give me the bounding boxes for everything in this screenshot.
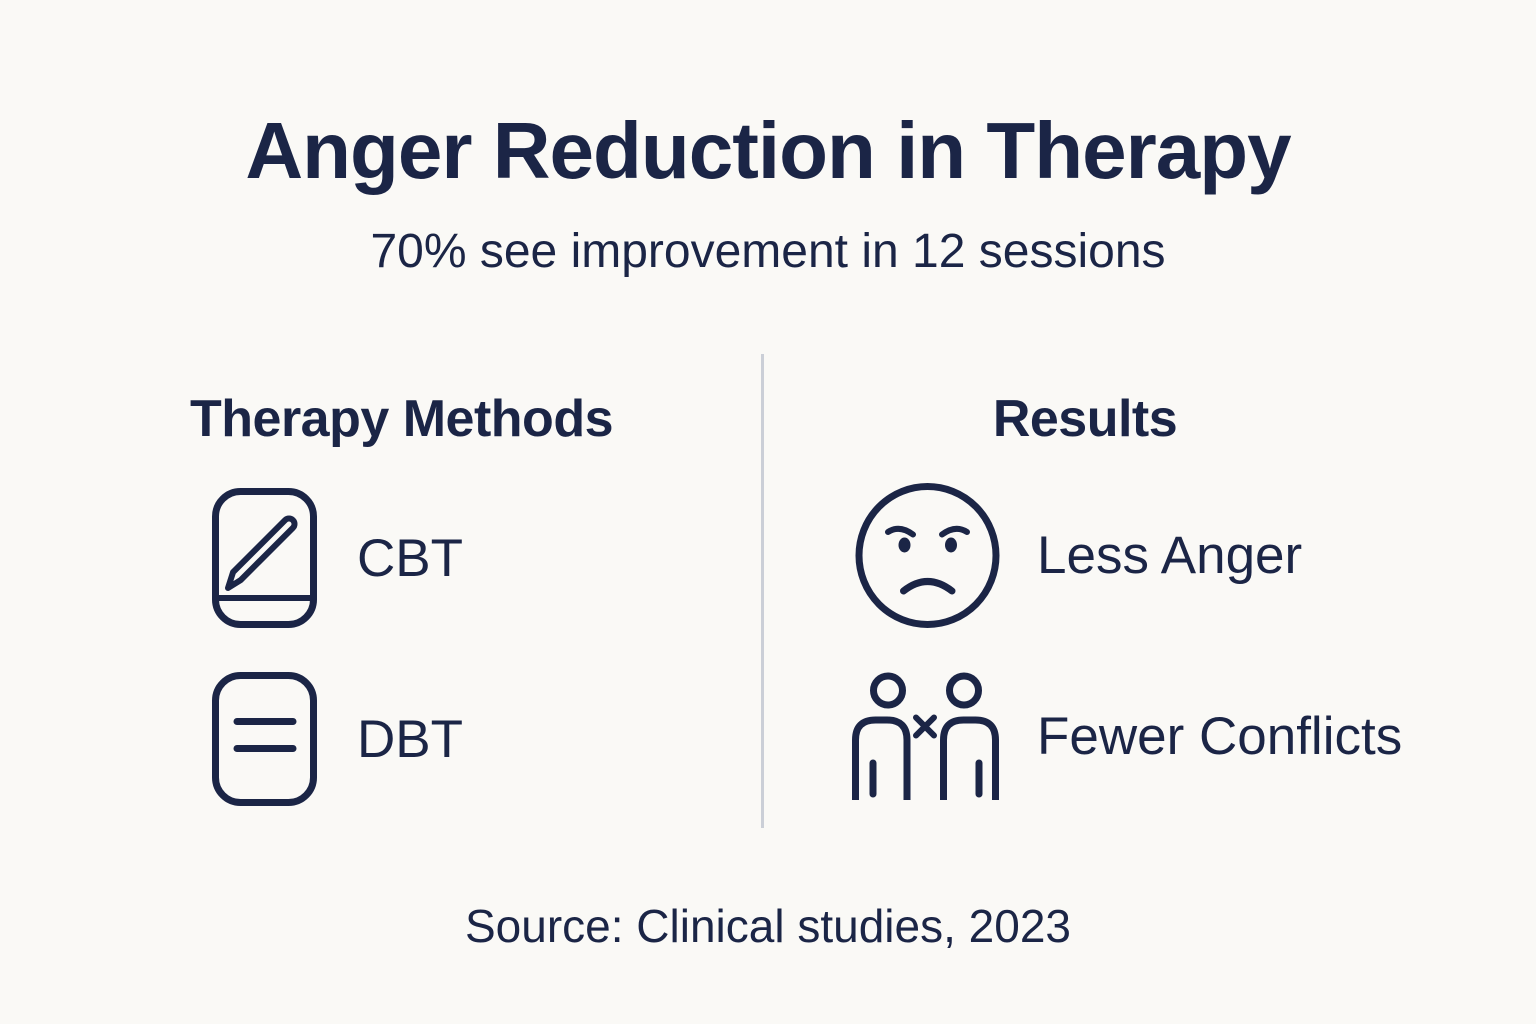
document-lines-icon <box>212 672 317 806</box>
vertical-divider <box>761 354 764 828</box>
section-heading-results: Results <box>992 390 1178 448</box>
angry-face-icon <box>855 483 1000 628</box>
section-heading-therapy-methods: Therapy Methods <box>190 390 614 448</box>
result-label: Less Anger <box>1037 526 1303 585</box>
two-people-conflict-icon <box>849 672 999 800</box>
list-item-dbt: DBT <box>212 672 463 806</box>
list-item-less-anger: Less Anger <box>855 483 1302 628</box>
method-label: DBT <box>357 709 463 769</box>
list-item-cbt: CBT <box>212 488 463 628</box>
method-label: CBT <box>357 528 463 588</box>
page-subtitle: 70% see improvement in 12 sessions <box>370 225 1166 278</box>
page-title: Anger Reduction in Therapy <box>245 106 1291 195</box>
list-item-fewer-conflicts: Fewer Conflicts <box>849 672 1402 800</box>
notebook-pencil-icon <box>212 488 317 628</box>
result-label: Fewer Conflicts <box>1037 706 1403 766</box>
source-note: Source: Clinical studies, 2023 <box>465 900 1071 952</box>
